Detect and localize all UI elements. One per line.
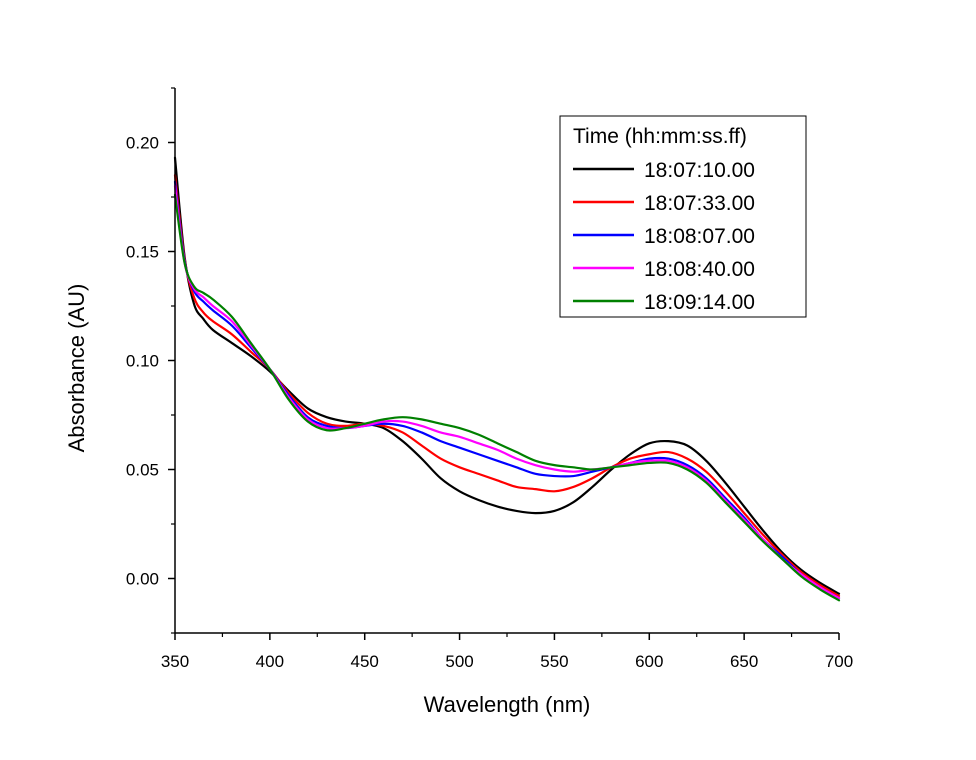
series-line-4 bbox=[173, 185, 841, 600]
y-tick-label: 0.05 bbox=[126, 461, 159, 480]
series-lines bbox=[173, 156, 841, 602]
y-axis-ticks: 0.00 0.05 0.10 0.15 0.20 bbox=[126, 87, 175, 634]
y-tick-label: 0.10 bbox=[126, 352, 159, 371]
y-tick-label: 0.15 bbox=[126, 243, 159, 262]
series-line-3 bbox=[173, 180, 841, 600]
x-tick-label: 550 bbox=[540, 652, 568, 671]
x-tick-label: 650 bbox=[730, 652, 758, 671]
legend-entry-label: 18:07:10.00 bbox=[644, 159, 755, 182]
series-line-2 bbox=[173, 174, 841, 598]
legend-title: Time (hh:mm:ss.ff) bbox=[573, 125, 747, 148]
x-axis-ticks: 350 400 450 500 550 600 650 700 bbox=[161, 633, 853, 671]
x-tick-label: 500 bbox=[445, 652, 473, 671]
y-tick-label: 0.00 bbox=[126, 570, 159, 589]
x-tick-label: 450 bbox=[351, 652, 379, 671]
legend-entry-label: 18:07:33.00 bbox=[644, 192, 755, 215]
legend-entry-label: 18:09:14.00 bbox=[644, 291, 755, 314]
y-axis-title: Absorbance (AU) bbox=[64, 284, 89, 453]
series-line-1 bbox=[173, 156, 841, 595]
x-tick-label: 600 bbox=[635, 652, 663, 671]
x-axis-title: Wavelength (nm) bbox=[424, 692, 591, 717]
legend-box bbox=[559, 115, 807, 318]
x-tick-label: 700 bbox=[825, 652, 853, 671]
x-tick-label: 400 bbox=[256, 652, 284, 671]
legend-items: 18:07:10.00 18:07:33.00 18:08:07.00 18:08:4… bbox=[573, 159, 755, 314]
series-line-5 bbox=[173, 193, 841, 602]
legend: Time (hh:mm:ss.ff) 18:07:10.00 18:07:33.0… bbox=[559, 115, 807, 318]
x-tick-label: 350 bbox=[161, 652, 189, 671]
legend-entry-label: 18:08:40.00 bbox=[644, 258, 755, 281]
y-tick-label: 0.20 bbox=[126, 134, 159, 153]
legend-entry-label: 18:08:07.00 bbox=[644, 225, 755, 248]
